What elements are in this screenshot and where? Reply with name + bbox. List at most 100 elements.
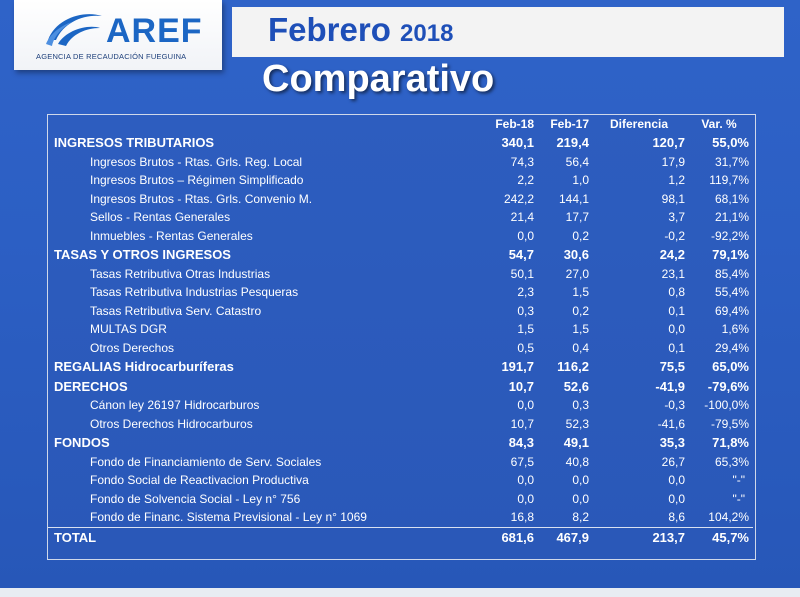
row-value-diferencia: 17,9 [661,154,685,169]
row-label: Otros Derechos Hidrocarburos [90,416,253,431]
row-value-feb17: 56,4 [565,154,589,169]
row-value-feb18: 0,5 [517,340,534,355]
row-value-feb18: 10,7 [510,416,534,431]
row-value-var: 65,0% [712,359,749,375]
comparison-table: Feb-18 Feb-17 Diferencia Var. % INGRESOS… [48,115,753,547]
table-row: MULTAS DGR 1,5 1,5 0,0 1,6% [48,320,753,339]
row-value-var: 45,7% [689,526,753,547]
table-row: Fondo de Financ. Sistema Previsional - L… [48,508,753,527]
row-value-feb17: 27,0 [565,266,589,281]
row-value-var: 31,7% [714,154,749,169]
row-value-var: -100,0% [704,398,749,413]
row-value-feb17: 219,4 [556,135,589,151]
row-value-feb17: 17,7 [565,210,589,225]
category-row: REGALIAS Hidrocarburíferas 191,7 116,2 75,5… [48,357,753,377]
row-value-var: 55,0% [712,135,749,151]
table-row: Fondo de Solvencia Social - Ley n° 756 0,… [48,490,753,509]
row-label: Fondo Social de Reactivacion Productiva [90,473,309,488]
row-value-feb18: 1,5 [517,322,534,337]
row-value-diferencia: 0,0 [668,473,685,488]
row-value-var: 85,4% [714,266,749,281]
row-value-feb18: 16,8 [510,510,534,525]
row-value-feb18: 681,6 [474,526,538,547]
row-value-var: -79,6% [707,378,749,394]
row-value-feb18: 84,3 [508,435,534,451]
row-value-diferencia: -41,9 [655,378,685,394]
row-value-feb17: 0,2 [572,228,589,243]
row-value-diferencia: 8,6 [668,510,685,525]
row-label: Tasas Retributiva Otras Industrias [90,266,271,281]
row-value-feb17: 30,6 [563,247,589,263]
row-value-feb18: 67,5 [510,454,534,469]
row-value-diferencia: 0,0 [668,322,685,337]
row-label: Tasas Retributiva Industrias Pesqueras [90,285,299,300]
row-value-diferencia: 120,7 [652,135,685,151]
row-value-var: -92,2% [710,228,749,243]
row-label: Otros Derechos [90,340,175,355]
row-value-var: -79,5% [710,416,749,431]
row-value-feb17: 0,2 [572,303,589,318]
logo-subtitle: AGENCIA DE RECAUDACIÓN FUEGUINA [36,52,187,61]
row-value-feb17: 8,2 [572,510,589,525]
category-row: DERECHOS 10,7 52,6 -41,9 -79,6% [48,377,753,397]
comparison-table-panel: Feb-18 Feb-17 Diferencia Var. % INGRESOS… [47,114,756,560]
table-row: Otros Derechos 0,5 0,4 0,1 29,4% [48,339,753,358]
row-value-diferencia: 0,8 [668,285,685,300]
table-row: Tasas Retributiva Industrias Pesqueras 2,… [48,283,753,302]
row-label: Ingresos Brutos – Régimen Simplificado [90,173,304,188]
row-label: Fondo de Financiamiento de Serv. Sociale… [90,454,322,469]
table-row: Ingresos Brutos - Rtas. Grls. Convenio M… [48,190,753,209]
row-label: MULTAS DGR [90,322,167,337]
row-value-diferencia: 24,2 [659,247,685,263]
title-month: Febrero [268,11,391,48]
row-value-var: 119,7% [709,173,749,188]
row-value-feb18: 2,3 [517,285,534,300]
row-value-diferencia: 23,1 [661,266,685,281]
row-value-feb18: 2,2 [517,173,534,188]
page-subtitle: Comparativo [262,58,495,100]
row-value-var: 79,1% [712,247,749,263]
row-value-diferencia: 0,1 [668,303,685,318]
logo-name: AREF [106,12,203,50]
title-bar: Febrero 2018 [232,7,784,57]
row-label: TASAS Y OTROS INGRESOS [54,247,231,263]
row-value-diferencia: 98,1 [661,191,685,206]
row-value-var: 55,4% [714,285,749,300]
row-value-diferencia: 26,7 [661,454,685,469]
row-label: DERECHOS [54,378,128,394]
row-value-var: 29,4% [714,340,749,355]
row-value-var: "-" [732,491,745,506]
row-value-feb17: 0,4 [572,340,589,355]
row-value-feb18: 74,3 [510,154,534,169]
row-label: FONDOS [54,435,110,451]
row-value-feb18: 242,2 [503,191,534,206]
row-value-var: 65,3% [714,454,749,469]
row-value-diferencia: 35,3 [659,435,685,451]
table-row: Ingresos Brutos - Rtas. Grls. Reg. Local… [48,153,753,172]
row-value-feb18: 54,7 [508,247,534,263]
row-label: Fondo de Solvencia Social - Ley n° 756 [90,491,301,506]
table-header-row: Feb-18 Feb-17 Diferencia Var. % [48,115,753,133]
row-value-var: 104,2% [708,510,749,525]
row-label: TOTAL [48,526,474,547]
row-value-feb17: 144,1 [558,191,589,206]
table-body: INGRESOS TRIBUTARIOS 340,1 219,4 120,7 55,0%… [48,133,753,547]
row-value-diferencia: -0,2 [664,228,685,243]
row-value-feb17: 1,0 [572,173,589,188]
row-value-diferencia: 0,0 [668,491,685,506]
row-value-var: 68,1% [714,191,749,206]
row-value-feb17: 52,3 [565,416,589,431]
category-row: INGRESOS TRIBUTARIOS 340,1 219,4 120,7 55,0% [48,133,753,153]
row-value-feb18: 50,1 [510,266,534,281]
swoosh-icon [46,14,102,46]
row-value-diferencia: -0,3 [664,398,685,413]
row-value-var: 71,8% [712,435,749,451]
row-value-feb17: 0,3 [572,398,589,413]
column-header-var: Var. % [701,117,737,131]
table-row: Otros Derechos Hidrocarburos 10,7 52,3 -41,… [48,415,753,434]
row-value-var: 21,1% [714,210,749,225]
category-row: TASAS Y OTROS INGRESOS 54,7 30,6 24,2 79,1% [48,245,753,265]
row-value-var: 1,6% [721,322,749,337]
row-value-feb17: 116,2 [557,359,589,375]
